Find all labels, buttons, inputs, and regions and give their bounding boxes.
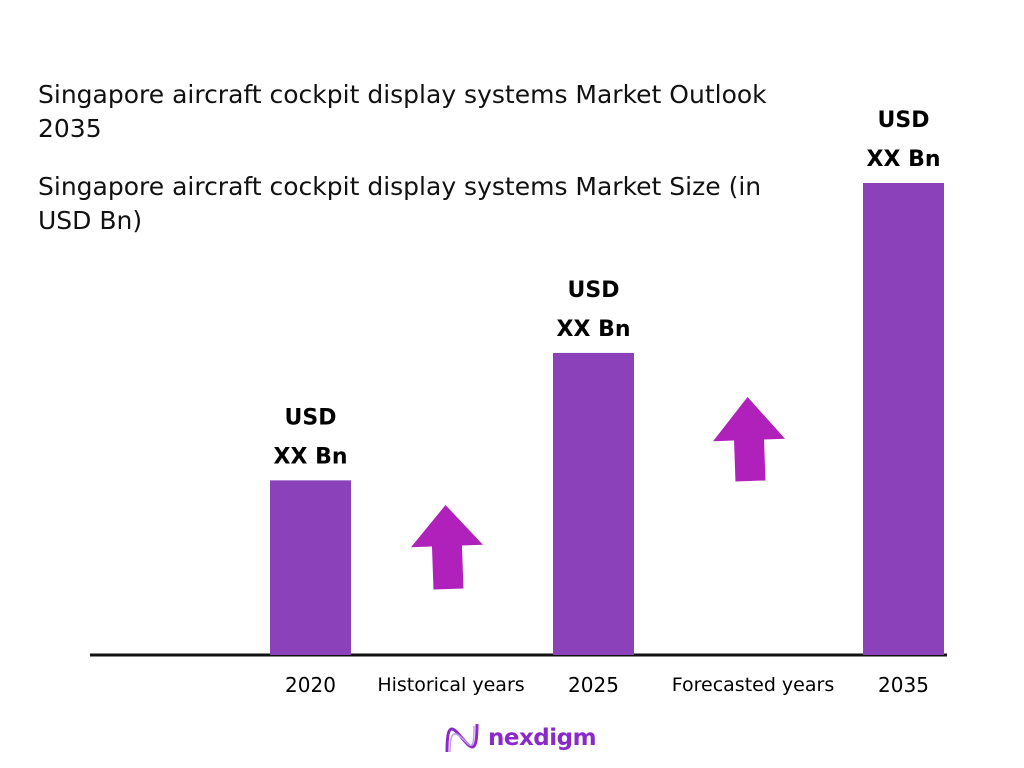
x-tick-label: 2020 [285, 673, 336, 697]
period-label-forecasted: Forecasted years [672, 674, 834, 696]
logo-text: nexdigm [488, 725, 597, 751]
data-label-line2: XX Bn [866, 147, 940, 172]
x-tick-label: 2035 [878, 673, 929, 697]
data-label-line2: XX Bn [273, 444, 347, 469]
nexdigm-logo: nexdigm [444, 722, 597, 754]
data-label-line1: USD [285, 405, 337, 430]
chart-subtitle: Singapore aircraft cockpit display syste… [38, 172, 762, 235]
x-tick-label: 2025 [568, 673, 619, 697]
data-label-line1: USD [568, 278, 620, 303]
growth-arrow-icon-historical [410, 505, 483, 590]
growth-arrow-icon-forecast [713, 397, 786, 482]
bar-2035 [863, 183, 944, 655]
data-label-line2: XX Bn [556, 317, 630, 342]
logo-wave-icon [445, 723, 479, 753]
period-label-historical: Historical years [377, 674, 524, 696]
data-label-line1: USD [878, 108, 930, 133]
bar-2020 [270, 480, 351, 655]
chart-title: Singapore aircraft cockpit display syste… [38, 80, 767, 143]
bar-2025 [553, 352, 634, 655]
